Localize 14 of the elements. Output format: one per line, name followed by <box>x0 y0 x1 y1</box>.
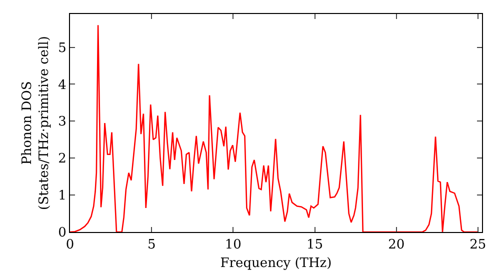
x-tick-label: 25 <box>470 238 486 253</box>
y-tick-label: 2 <box>58 152 66 167</box>
x-tick-label: 20 <box>388 238 405 253</box>
line-series <box>70 24 479 232</box>
y-tick-label: 5 <box>58 40 66 56</box>
x-tick-label: 5 <box>147 238 156 253</box>
y-tick-label: 3 <box>58 114 66 130</box>
x-tick-label: 10 <box>224 238 242 253</box>
y-axis-title: Phonon DOS (States/THz·primitive cell) <box>20 36 52 210</box>
y-tick-label: 0 <box>58 226 66 241</box>
y-tick-label: 4 <box>58 78 66 93</box>
y-tick-label: 1 <box>58 188 66 204</box>
x-axis-title: Frequency (THz) <box>220 256 332 272</box>
x-tick-label: 15 <box>306 238 324 253</box>
